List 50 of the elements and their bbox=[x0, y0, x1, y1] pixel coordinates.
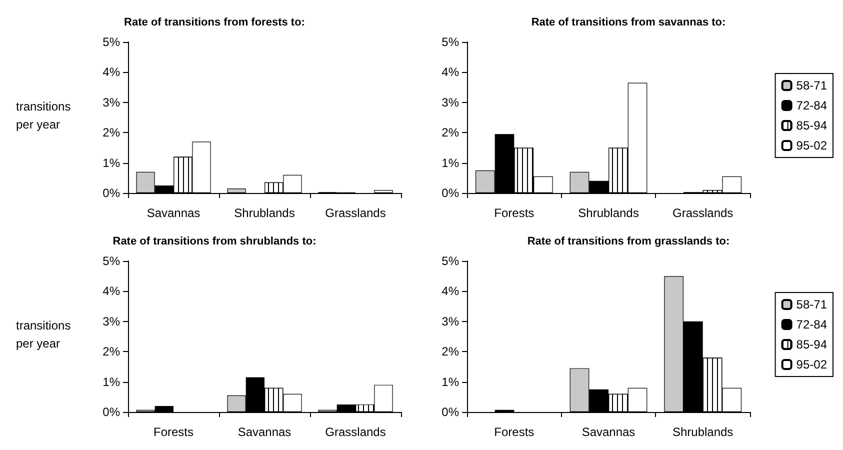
y-tick-label: 1% bbox=[442, 374, 460, 389]
y-tick-label: 3% bbox=[442, 95, 460, 110]
legend-label: 85-94 bbox=[796, 118, 828, 132]
y-tick-label: 4% bbox=[442, 284, 460, 298]
x-tick-label: Shrublands bbox=[672, 425, 734, 439]
chart-title: Rate of transitions from forests to: bbox=[124, 16, 305, 28]
y-tick-label: 5% bbox=[102, 35, 120, 49]
chart-title: Rate of transitions from shrublands to: bbox=[112, 236, 316, 248]
chart-title: Rate of transitions from grasslands to: bbox=[527, 236, 730, 248]
y-tick-label: 1% bbox=[442, 156, 460, 170]
y-tick-label: 2% bbox=[442, 344, 460, 359]
y-tick-label: 2% bbox=[102, 344, 120, 359]
y-tick-label: 3% bbox=[102, 314, 120, 328]
x-tick-label: Savannas bbox=[238, 425, 292, 439]
legend-label: 72-84 bbox=[796, 318, 828, 332]
x-tick-label: Shrublands bbox=[234, 206, 295, 220]
y-tick-label: 1% bbox=[102, 374, 120, 389]
y-axis-title: transitions per year bbox=[16, 100, 74, 132]
y-tick-label: 3% bbox=[442, 314, 460, 328]
y-tick-label: 0% bbox=[442, 186, 460, 200]
legend-label: 85-94 bbox=[796, 338, 828, 352]
x-tick-label: Grasslands bbox=[325, 206, 386, 220]
y-tick-label: 4% bbox=[102, 65, 120, 80]
y-tick-label: 1% bbox=[102, 156, 120, 170]
x-tick-label: Savannas bbox=[582, 425, 636, 439]
x-tick-label: Savannas bbox=[146, 206, 200, 220]
y-tick-label: 4% bbox=[102, 284, 120, 298]
y-tick-label: 2% bbox=[442, 126, 460, 140]
legend-label: 58-71 bbox=[796, 78, 828, 92]
y-tick-label: 3% bbox=[102, 95, 120, 110]
chart-title: Rate of transitions from savannas to: bbox=[531, 16, 726, 28]
y-axis-title: transitions per year bbox=[16, 318, 74, 350]
y-tick-label: 5% bbox=[442, 254, 460, 268]
legend-label: 95-02 bbox=[796, 138, 828, 152]
x-tick-label: Forests bbox=[494, 206, 534, 220]
y-tick-label: 0% bbox=[102, 186, 120, 200]
y-tick-label: 4% bbox=[442, 65, 460, 80]
y-tick-label: 5% bbox=[102, 254, 120, 268]
legend-label: 58-71 bbox=[796, 298, 828, 312]
y-tick-label: 0% bbox=[102, 405, 120, 419]
y-tick-label: 2% bbox=[102, 126, 120, 140]
legend-label: 72-84 bbox=[796, 98, 828, 112]
x-tick-label: Grasslands bbox=[325, 425, 386, 439]
x-tick-label: Forests bbox=[494, 425, 534, 439]
x-tick-label: Grasslands bbox=[672, 206, 734, 220]
y-tick-label: 0% bbox=[442, 405, 460, 419]
x-tick-label: Forests bbox=[153, 425, 194, 439]
legend-label: 95-02 bbox=[796, 358, 828, 372]
y-tick-label: 5% bbox=[442, 35, 460, 49]
x-tick-label: Shrublands bbox=[578, 206, 639, 220]
